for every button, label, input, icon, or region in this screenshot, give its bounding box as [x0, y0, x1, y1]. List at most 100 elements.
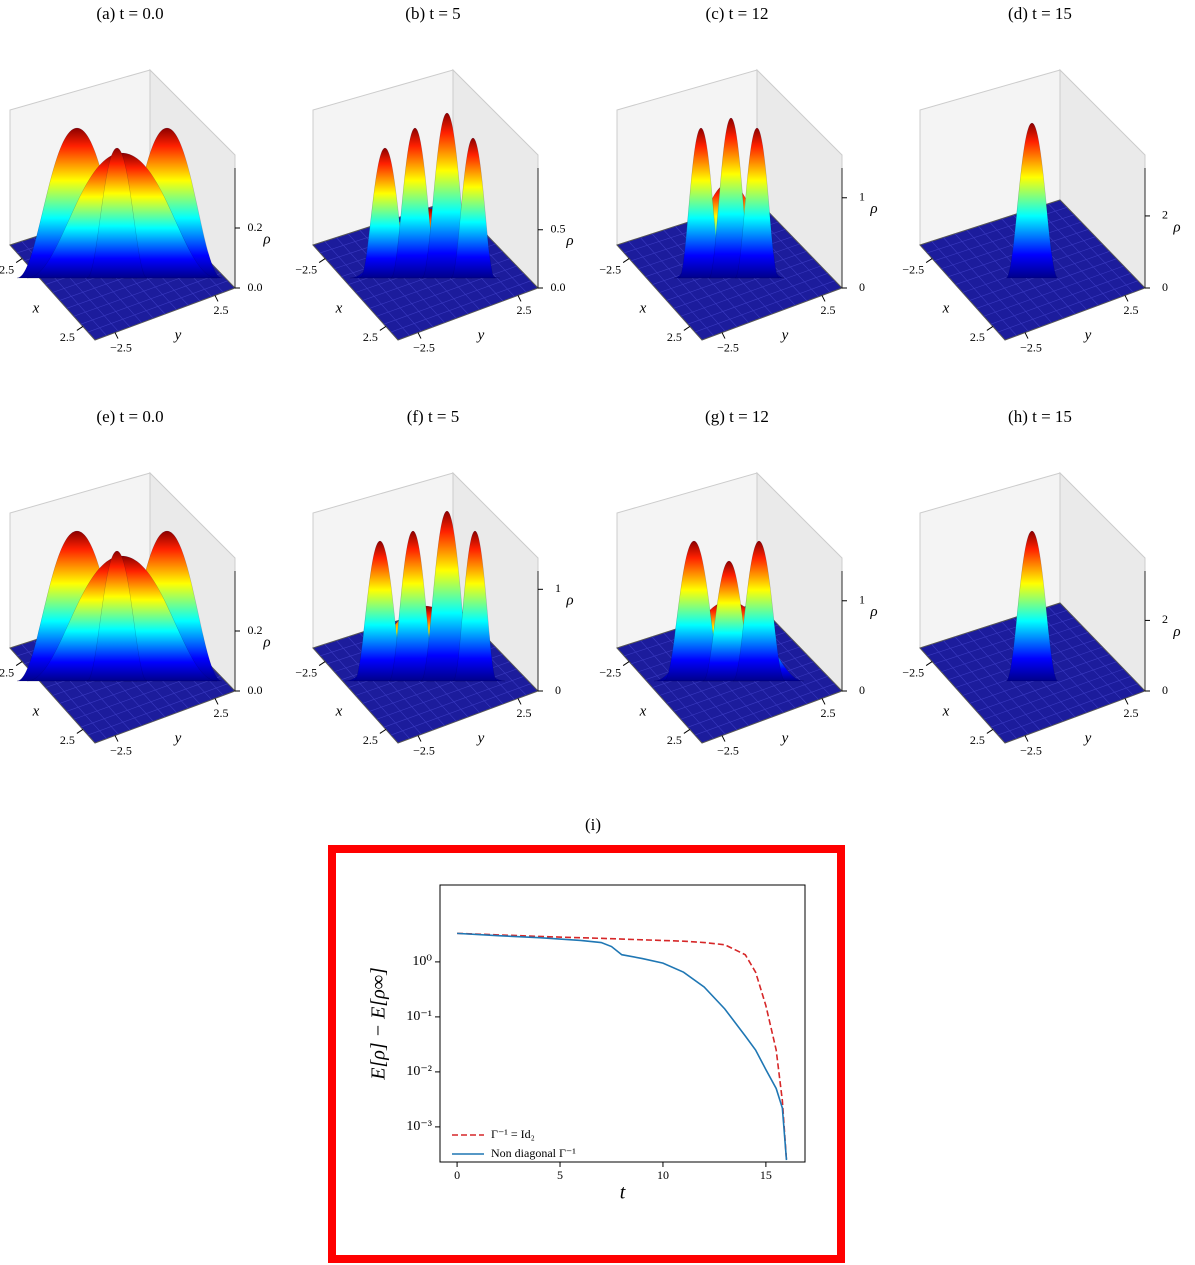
z-tick-label: 0.5 [551, 221, 566, 235]
y-tick-label: −2.5 [110, 340, 132, 354]
y-tick-label: −2.5 [413, 743, 435, 757]
y-axis-label: y [476, 730, 485, 746]
y-tick-label: 2.5 [1124, 706, 1139, 720]
y-axis-label: E[ρ] − E[ρ∞] [368, 967, 390, 1081]
x-tick-label: 2.5 [363, 733, 378, 747]
y-tick-label: −2.5 [110, 743, 132, 757]
x-tick [77, 326, 83, 330]
panel-title: (c) t = 12 [706, 4, 769, 23]
y-tick-label: −2.5 [1020, 340, 1042, 354]
y-tick-label: 10⁻¹ [406, 1009, 432, 1024]
y-tick-label: −2.5 [413, 340, 435, 354]
z-tick-label: 0.0 [551, 280, 566, 294]
z-tick-label: 0.2 [248, 220, 263, 234]
x-tick [319, 662, 325, 666]
x-axis-label: x [639, 300, 647, 316]
y-tick-label: 10⁰ [412, 954, 432, 969]
x-axis-label: x [942, 703, 950, 719]
highlight-frame [332, 849, 841, 1259]
x-tick-label: 2.5 [667, 733, 682, 747]
y-tick [722, 333, 725, 339]
z-axis-label: ρ [262, 231, 270, 247]
y-axis-label: y [1083, 730, 1092, 746]
y-tick [215, 295, 218, 301]
z-axis-label: ρ [262, 634, 270, 650]
y-tick [115, 333, 118, 339]
panel-title: (h) t = 15 [1008, 407, 1072, 426]
y-tick [822, 295, 825, 301]
y-tick [1125, 698, 1128, 704]
y-tick [1025, 333, 1028, 339]
x-tick [16, 259, 22, 263]
z-tick-label: 2 [1162, 208, 1168, 222]
x-tick [684, 729, 690, 733]
x-tick [380, 729, 386, 733]
z-axis-label: ρ [565, 233, 573, 249]
z-tick-label: 0.2 [248, 623, 263, 637]
panel-title: (e) t = 0.0 [96, 407, 163, 426]
z-tick-label: 0 [1162, 280, 1168, 294]
x-axis-label: x [32, 703, 40, 719]
x-axis-label: t [620, 1182, 626, 1204]
x-axis-label: x [32, 300, 40, 316]
z-axis-label: ρ [869, 201, 877, 217]
y-tick-label: 2.5 [214, 303, 229, 317]
x-tick [319, 259, 325, 263]
y-tick [215, 698, 218, 704]
y-tick [722, 736, 725, 742]
x-tick [684, 326, 690, 330]
panel-title: (f) t = 5 [407, 407, 460, 426]
y-tick [1025, 736, 1028, 742]
x-tick [623, 662, 629, 666]
x-tick [77, 729, 83, 733]
panel-title: (b) t = 5 [405, 4, 460, 23]
y-tick [418, 333, 421, 339]
x-tick-label: −2.5 [599, 262, 621, 276]
y-tick-label: 2.5 [1124, 303, 1139, 317]
x-tick-label: 2.5 [970, 733, 985, 747]
z-tick-label: 0 [859, 280, 865, 294]
x-tick [987, 326, 993, 330]
z-axis-label: ρ [565, 593, 573, 609]
z-tick-label: 0 [555, 683, 561, 697]
x-axis-label: x [335, 703, 343, 719]
x-axis-label: x [942, 300, 950, 316]
x-tick-label: 2.5 [970, 330, 985, 344]
z-tick-label: 0.0 [248, 683, 263, 697]
y-axis-label: y [173, 730, 182, 746]
y-tick-label: −2.5 [1020, 743, 1042, 757]
x-tick-label: 10 [657, 1168, 669, 1182]
y-tick-label: 2.5 [214, 706, 229, 720]
y-tick-label: 2.5 [821, 303, 836, 317]
panel-title: (g) t = 12 [705, 407, 769, 426]
x-tick-label: 5 [557, 1168, 563, 1182]
y-axis-label: y [780, 730, 789, 746]
z-axis-label: ρ [1172, 624, 1180, 640]
z-axis-label: ρ [1172, 219, 1180, 235]
z-tick-label: 1 [859, 190, 865, 204]
y-tick [518, 698, 521, 704]
y-tick-label: 10⁻² [406, 1064, 432, 1079]
y-axis-label: y [173, 327, 182, 343]
y-tick [822, 698, 825, 704]
y-axis-label: y [1083, 327, 1092, 343]
z-tick-label: 1 [555, 581, 561, 595]
z-tick-label: 0.0 [248, 280, 263, 294]
z-axis-label: ρ [869, 604, 877, 620]
z-tick-label: 0 [1162, 683, 1168, 697]
y-tick [115, 736, 118, 742]
y-tick-label: −2.5 [717, 743, 739, 757]
legend-label: Γ⁻¹ = Id₂ [491, 1127, 535, 1141]
x-tick [926, 259, 932, 263]
x-tick-label: −2.5 [0, 262, 14, 276]
x-tick [926, 662, 932, 666]
legend-label: Non diagonal Γ⁻¹ [491, 1146, 576, 1160]
x-tick-label: 2.5 [60, 733, 75, 747]
x-tick-label: −2.5 [295, 262, 317, 276]
z-tick-label: 1 [859, 593, 865, 607]
y-tick-label: 2.5 [517, 303, 532, 317]
y-tick-label: 2.5 [517, 706, 532, 720]
x-tick [987, 729, 993, 733]
x-tick [380, 326, 386, 330]
